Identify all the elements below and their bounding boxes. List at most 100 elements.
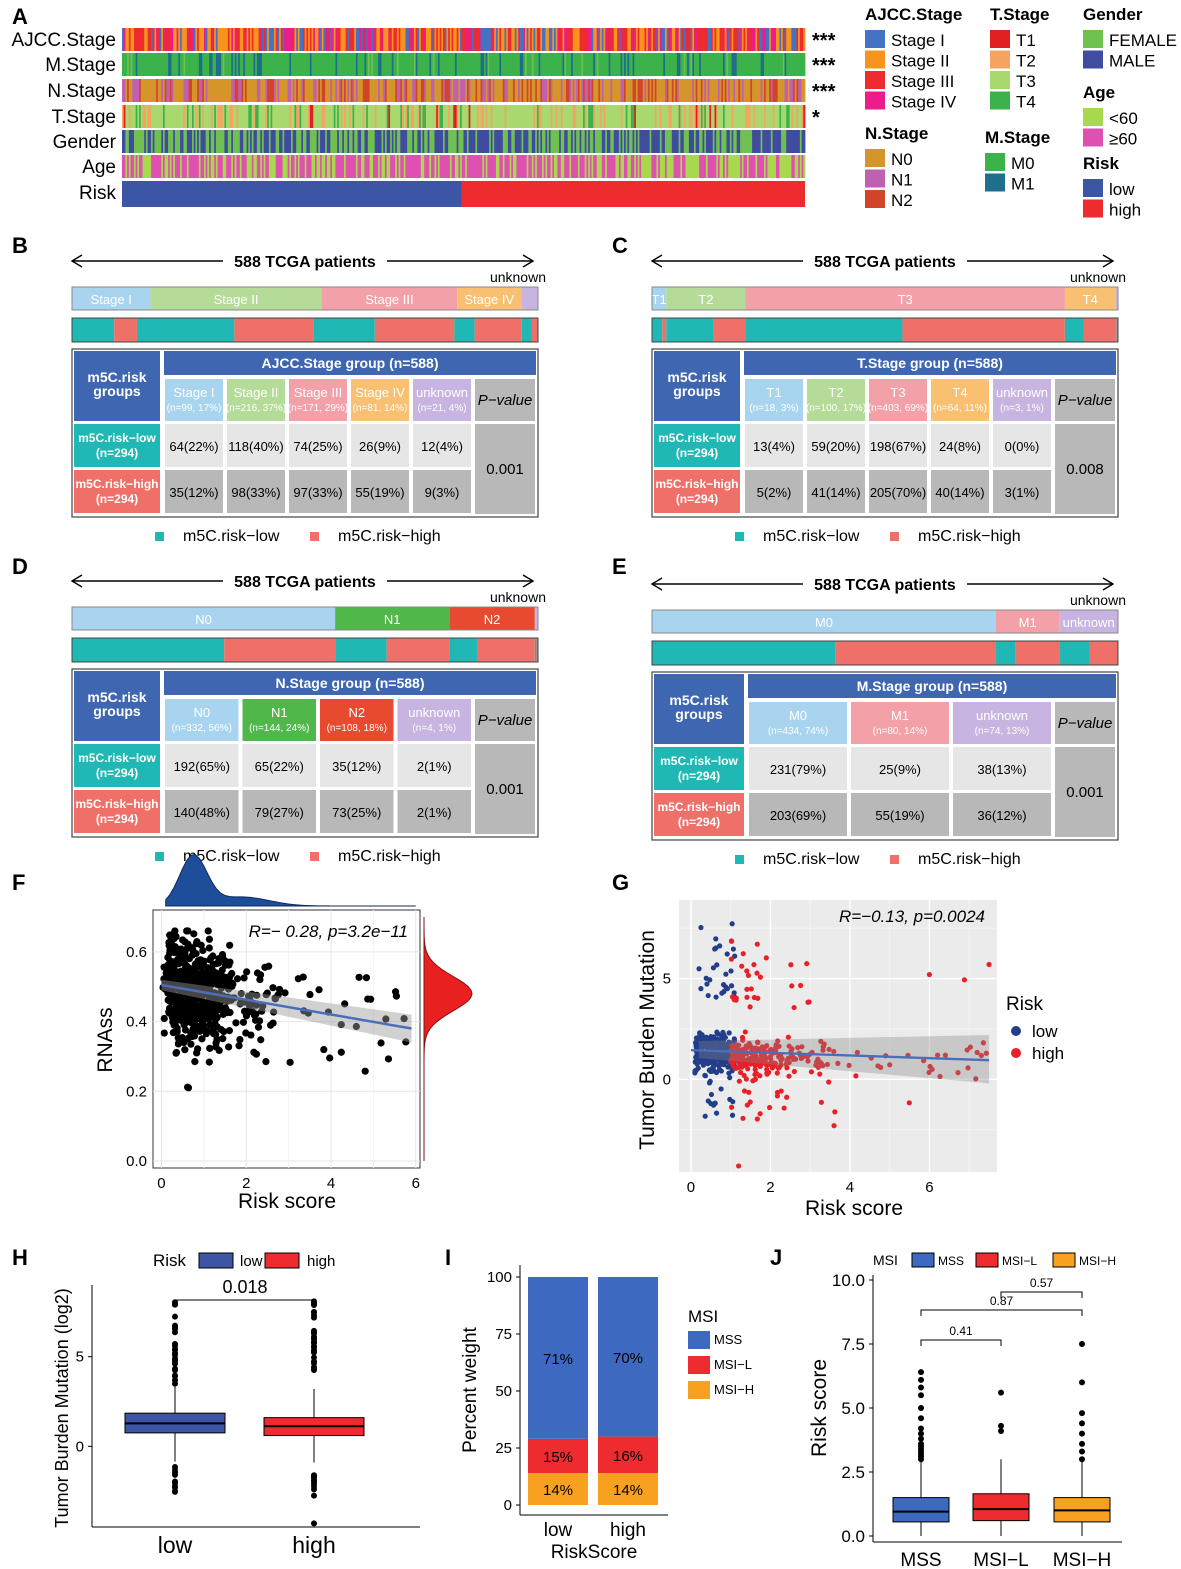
scatter-point — [205, 944, 213, 952]
heatmap-cell — [601, 79, 604, 102]
heatmap-cell — [490, 155, 493, 178]
heatmap-cell — [603, 28, 606, 51]
heatmap-cell — [764, 79, 767, 102]
heatmap-cell — [137, 53, 140, 76]
heatmap-cell — [559, 130, 562, 153]
heatmap-cell — [437, 130, 440, 153]
heatmap-cell — [410, 130, 413, 153]
heatmap-cell — [589, 53, 592, 76]
scatter-point — [208, 972, 216, 980]
heatmap-cell — [419, 155, 422, 178]
heatmap-cell — [417, 130, 420, 153]
scatter-point — [767, 1104, 773, 1111]
heatmap-cell — [639, 155, 642, 178]
comparison-p-value: 0.41 — [949, 1324, 973, 1338]
heatmap-cell — [692, 130, 695, 153]
heatmap-cell — [781, 130, 784, 153]
heatmap-cell — [569, 79, 572, 102]
segment-label: 14% — [543, 1482, 573, 1499]
heatmap-cell — [676, 79, 680, 102]
heatmap-cell — [285, 79, 289, 102]
scatter-point — [973, 1076, 979, 1082]
outlier-point — [172, 1325, 178, 1332]
heatmap-cell — [260, 105, 263, 128]
table-col-name: unknown — [976, 708, 1028, 723]
heatmap-cell — [583, 28, 586, 51]
heatmap-cell — [487, 79, 490, 102]
arrow-head — [650, 577, 663, 591]
heatmap-cell — [203, 28, 207, 51]
heatmap-cell — [497, 53, 500, 76]
table-risk-n: (n=294) — [678, 815, 720, 829]
heatmap-cell — [366, 155, 369, 178]
heatmap-cell — [612, 79, 615, 102]
heatmap-cell — [603, 155, 606, 178]
heatmap-cell — [345, 79, 348, 102]
heatmap-cell — [743, 28, 746, 51]
scatter-point — [741, 1088, 748, 1094]
heatmap-cell — [159, 53, 162, 76]
heatmap-cell — [726, 105, 729, 128]
heatmap-cell — [562, 28, 565, 51]
heatmap-cell — [347, 28, 350, 51]
heatmap-cell — [420, 155, 423, 178]
heatmap-cell — [123, 53, 126, 76]
heatmap-cell — [472, 53, 475, 76]
heatmap-cell — [560, 79, 563, 102]
heatmap-cell — [139, 79, 142, 102]
heatmap-cell — [787, 79, 791, 102]
heatmap-cell — [552, 105, 555, 128]
heatmap-cell — [405, 28, 408, 51]
heatmap-cell — [306, 79, 309, 102]
heatmap-cell — [613, 28, 616, 51]
heatmap-cell — [501, 155, 504, 178]
heatmap-cell — [711, 79, 714, 102]
heatmap-cell — [565, 155, 569, 178]
heatmap-cell — [439, 79, 442, 102]
table-cell-value: 198(67%) — [870, 439, 926, 454]
heatmap-cell — [586, 79, 589, 102]
heatmap-cell — [764, 28, 767, 51]
stage-bar-label: T2 — [698, 292, 713, 307]
heatmap-cell — [209, 155, 212, 178]
heatmap-cell — [494, 53, 497, 76]
heatmap-cell — [361, 155, 364, 178]
heatmap-cell — [132, 79, 135, 102]
heatmap-cell — [144, 53, 147, 76]
heatmap-cell — [465, 155, 468, 178]
heatmap-cell — [214, 105, 217, 128]
heatmap-cell — [526, 155, 529, 178]
heatmap-cell — [523, 105, 526, 128]
heatmap-cell — [210, 28, 213, 51]
heatmap-cell — [265, 105, 268, 128]
heatmap-cell — [634, 28, 637, 51]
heatmap-cell — [183, 79, 186, 102]
heatmap-cell — [373, 53, 376, 76]
table-row-header-text: m5C.risk — [87, 689, 146, 705]
heatmap-cell — [268, 130, 271, 153]
heatmap-cell — [641, 130, 644, 153]
heatmap-cell — [162, 28, 166, 51]
stage-bar-segment — [1115, 287, 1118, 310]
heatmap-cell — [530, 28, 533, 51]
table-risk-row-label — [654, 470, 740, 513]
heatmap-cell — [127, 105, 130, 128]
table-cell — [289, 424, 347, 467]
heatmap-cell — [671, 130, 674, 153]
heatmap-cell — [596, 79, 599, 102]
heatmap-cell — [562, 105, 565, 128]
heatmap-cell — [680, 79, 683, 102]
heatmap-cell — [466, 53, 470, 76]
heatmap-cell — [465, 28, 468, 51]
p-value-cell — [1055, 747, 1115, 837]
heatmap-cell — [642, 79, 645, 102]
heatmap-cell — [181, 28, 184, 51]
heatmap-cell — [668, 105, 671, 128]
heatmap-cell — [661, 28, 664, 51]
heatmap-cell — [287, 28, 290, 51]
heatmap-cell — [545, 79, 548, 102]
x-tick-label: high — [292, 1532, 335, 1558]
heatmap-cell — [330, 155, 333, 178]
heatmap-cell — [371, 155, 374, 178]
scatter-point — [747, 1099, 753, 1105]
